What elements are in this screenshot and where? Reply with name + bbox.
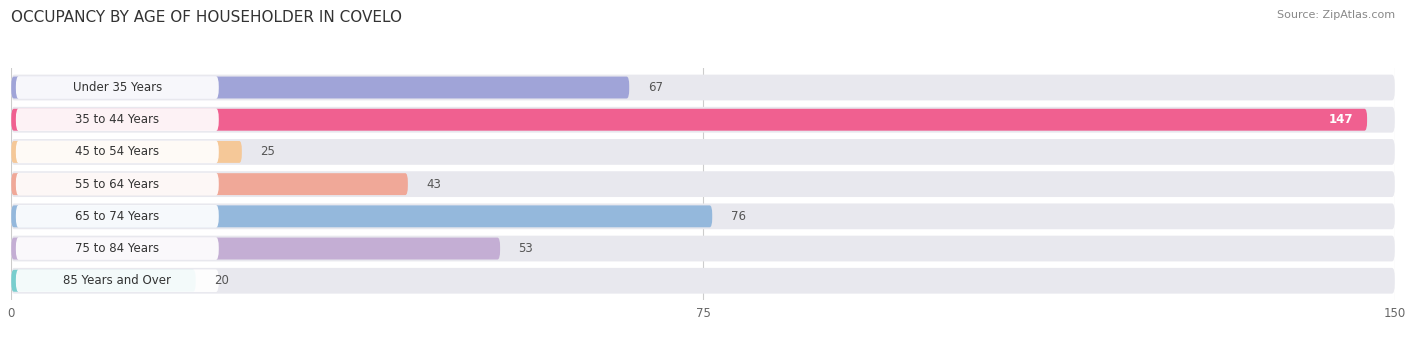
FancyBboxPatch shape bbox=[11, 270, 195, 292]
Text: 67: 67 bbox=[648, 81, 662, 94]
Text: 25: 25 bbox=[260, 145, 276, 159]
Text: 75 to 84 Years: 75 to 84 Years bbox=[76, 242, 159, 255]
Text: 76: 76 bbox=[731, 210, 745, 223]
Text: 43: 43 bbox=[426, 178, 441, 191]
FancyBboxPatch shape bbox=[11, 173, 408, 195]
FancyBboxPatch shape bbox=[15, 269, 219, 292]
FancyBboxPatch shape bbox=[11, 107, 1395, 133]
FancyBboxPatch shape bbox=[15, 108, 219, 131]
Text: Under 35 Years: Under 35 Years bbox=[73, 81, 162, 94]
FancyBboxPatch shape bbox=[11, 171, 1395, 197]
FancyBboxPatch shape bbox=[15, 173, 219, 195]
Text: 53: 53 bbox=[519, 242, 533, 255]
Text: OCCUPANCY BY AGE OF HOUSEHOLDER IN COVELO: OCCUPANCY BY AGE OF HOUSEHOLDER IN COVEL… bbox=[11, 10, 402, 25]
FancyBboxPatch shape bbox=[11, 268, 1395, 294]
FancyBboxPatch shape bbox=[11, 204, 1395, 229]
FancyBboxPatch shape bbox=[15, 140, 219, 163]
Text: 45 to 54 Years: 45 to 54 Years bbox=[76, 145, 159, 159]
FancyBboxPatch shape bbox=[11, 139, 1395, 165]
FancyBboxPatch shape bbox=[15, 237, 219, 260]
Text: 35 to 44 Years: 35 to 44 Years bbox=[76, 113, 159, 126]
FancyBboxPatch shape bbox=[15, 205, 219, 228]
Text: Source: ZipAtlas.com: Source: ZipAtlas.com bbox=[1277, 10, 1395, 20]
FancyBboxPatch shape bbox=[11, 236, 1395, 262]
FancyBboxPatch shape bbox=[11, 205, 713, 227]
Text: 55 to 64 Years: 55 to 64 Years bbox=[76, 178, 159, 191]
FancyBboxPatch shape bbox=[11, 109, 1367, 131]
FancyBboxPatch shape bbox=[15, 76, 219, 99]
FancyBboxPatch shape bbox=[11, 77, 630, 99]
Text: 65 to 74 Years: 65 to 74 Years bbox=[75, 210, 159, 223]
FancyBboxPatch shape bbox=[11, 141, 242, 163]
Text: 85 Years and Over: 85 Years and Over bbox=[63, 274, 172, 287]
Text: 20: 20 bbox=[214, 274, 229, 287]
Text: 147: 147 bbox=[1329, 113, 1353, 126]
FancyBboxPatch shape bbox=[11, 75, 1395, 100]
FancyBboxPatch shape bbox=[11, 238, 501, 260]
